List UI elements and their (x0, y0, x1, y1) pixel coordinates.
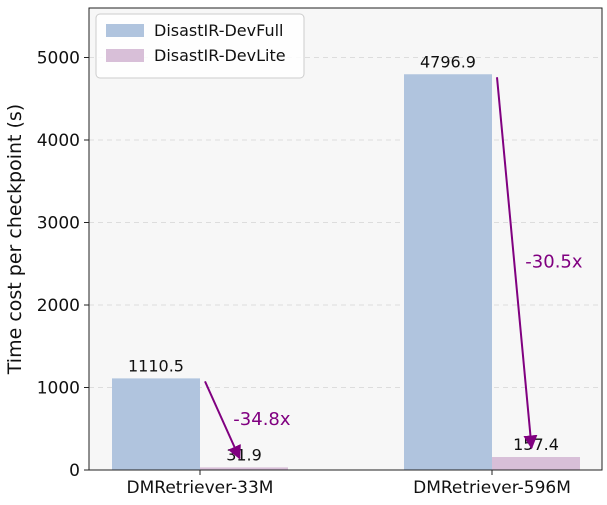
y-tick-label: 0 (69, 461, 80, 481)
y-tick-label: 2000 (37, 296, 80, 316)
bar (492, 457, 580, 470)
legend-label: DisastIR-DevFull (154, 21, 283, 40)
axis-layer: 0 1000 2000 3000 4000 5000 DMRetriever-33M DMRe… (37, 49, 571, 499)
x-tick-label: DMRetriever-596M (413, 478, 571, 498)
legend-swatch (106, 24, 144, 37)
legend-box (95, 13, 305, 79)
ratio-arrow (496, 77, 538, 450)
y-tick-label: 3000 (37, 214, 80, 234)
plot-frame (88, 7, 603, 471)
y-tick-label: 4000 (37, 131, 80, 151)
bar (112, 378, 200, 470)
bar-value-label: 1110.5 (128, 356, 184, 375)
arrow-layer: -34.8x -30.5x (204, 77, 583, 460)
ratio-annotation: -30.5x (525, 252, 583, 273)
legend-label: DisastIR-DevLite (154, 46, 286, 65)
y-tick-label: 5000 (37, 49, 80, 69)
ratio-arrow (204, 380, 241, 460)
x-tick-label: DMRetriever-33M (127, 478, 274, 498)
bar-value-label: 4796.9 (420, 52, 476, 71)
legend-swatch (106, 49, 144, 62)
bar-value-label: 31.9 (226, 445, 262, 464)
bar-layer: 1110.5 31.9 4796.9 157.4 (112, 52, 580, 471)
y-axis-label: Time cost per checkpoint (s) (4, 104, 26, 375)
bar (200, 467, 288, 470)
bar-value-label: 157.4 (513, 435, 559, 454)
legend: DisastIR-DevFull DisastIR-DevLite (95, 13, 305, 79)
bar (404, 74, 492, 471)
y-tick-label: 1000 (37, 379, 80, 399)
ratio-annotation: -34.8x (233, 409, 291, 430)
